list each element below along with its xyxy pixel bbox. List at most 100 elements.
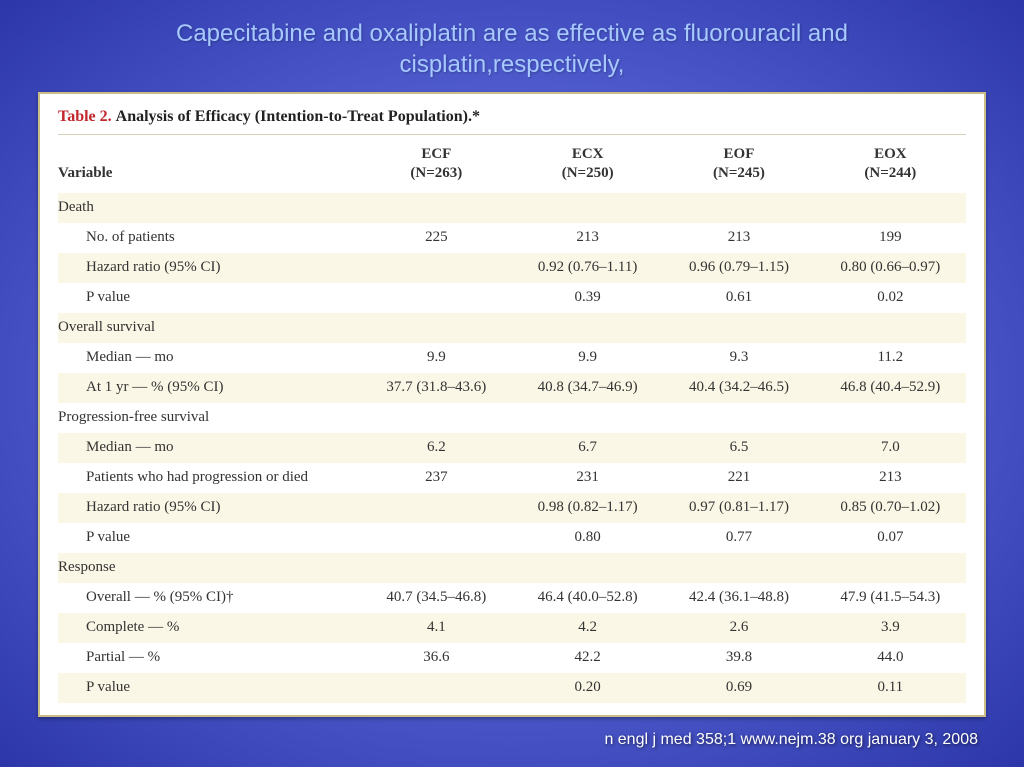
table-body: DeathNo. of patients225213213199Hazard r…: [58, 193, 966, 703]
cell: 7.0: [815, 433, 966, 463]
col-name: EOF: [724, 146, 755, 162]
cell: [361, 673, 512, 703]
cell: 42.4 (36.1–48.8): [663, 583, 814, 613]
table-row: No. of patients225213213199: [58, 223, 966, 253]
col-n: (N=244): [864, 165, 916, 181]
row-label: Median — mo: [58, 343, 361, 373]
cell: 9.9: [512, 343, 663, 373]
cell: [663, 193, 814, 223]
caption-prefix: Table 2.: [58, 108, 112, 125]
cell: 44.0: [815, 643, 966, 673]
cell: [512, 553, 663, 583]
cell: 213: [663, 223, 814, 253]
table-row: Response: [58, 553, 966, 583]
cell: 2.6: [663, 613, 814, 643]
header-col-1: ECX (N=250): [512, 135, 663, 193]
table-row: Death: [58, 193, 966, 223]
cell: 40.8 (34.7–46.9): [512, 373, 663, 403]
cell: 0.97 (0.81–1.17): [663, 493, 814, 523]
table-row: Progression-free survival: [58, 403, 966, 433]
cell: 40.7 (34.5–46.8): [361, 583, 512, 613]
row-label: P value: [58, 283, 361, 313]
table-row: P value0.800.770.07: [58, 523, 966, 553]
table-row: Overall — % (95% CI)†40.7 (34.5–46.8)46.…: [58, 583, 966, 613]
table-row: Median — mo6.26.76.57.0: [58, 433, 966, 463]
row-label: P value: [58, 523, 361, 553]
cell: 47.9 (41.5–54.3): [815, 583, 966, 613]
cell: 0.07: [815, 523, 966, 553]
row-label: P value: [58, 673, 361, 703]
cell: 9.9: [361, 343, 512, 373]
cell: [663, 553, 814, 583]
table-row: Patients who had progression or died2372…: [58, 463, 966, 493]
slide: Capecitabine and oxaliplatin are as effe…: [0, 0, 1024, 767]
row-label: Response: [58, 553, 361, 583]
cell: 0.80: [512, 523, 663, 553]
cell: 36.6: [361, 643, 512, 673]
table-row: Hazard ratio (95% CI) 0.98 (0.82–1.17)0.9…: [58, 493, 966, 523]
table-row: At 1 yr — % (95% CI)37.7 (31.8–43.6)40.8…: [58, 373, 966, 403]
cell: [361, 283, 512, 313]
citation: n engl j med 358;1 www.nejm.38 org janua…: [604, 731, 978, 749]
cell: 213: [815, 463, 966, 493]
cell: [815, 553, 966, 583]
cell: [512, 313, 663, 343]
cell: 237: [361, 463, 512, 493]
row-label: No. of patients: [58, 223, 361, 253]
header-col-2: EOF (N=245): [663, 135, 814, 193]
cell: 0.02: [815, 283, 966, 313]
table-row: Overall survival: [58, 313, 966, 343]
col-name: EOX: [874, 146, 907, 162]
header-variable-label: Variable: [58, 165, 112, 181]
slide-title: Capecitabine and oxaliplatin are as effe…: [62, 18, 962, 80]
col-n: (N=250): [562, 165, 614, 181]
row-label: Partial — %: [58, 643, 361, 673]
table-row: Complete — %4.14.22.63.9: [58, 613, 966, 643]
cell: 42.2: [512, 643, 663, 673]
col-name: ECX: [572, 146, 604, 162]
cell: 4.1: [361, 613, 512, 643]
cell: 39.8: [663, 643, 814, 673]
cell: [815, 193, 966, 223]
row-label: Overall survival: [58, 313, 361, 343]
row-label: Death: [58, 193, 361, 223]
row-label: Overall — % (95% CI)†: [58, 583, 361, 613]
row-label: Median — mo: [58, 433, 361, 463]
cell: [663, 403, 814, 433]
cell: 0.92 (0.76–1.11): [512, 253, 663, 283]
cell: [361, 523, 512, 553]
table-inner: Table 2. Analysis of Efficacy (Intention…: [40, 94, 984, 715]
cell: [361, 553, 512, 583]
cell: [512, 403, 663, 433]
row-label: Hazard ratio (95% CI): [58, 493, 361, 523]
row-label: Hazard ratio (95% CI): [58, 253, 361, 283]
cell: 46.8 (40.4–52.9): [815, 373, 966, 403]
row-label: Complete — %: [58, 613, 361, 643]
cell: [361, 193, 512, 223]
cell: 0.11: [815, 673, 966, 703]
table-head: Variable ECF (N=263) ECX (N=250) EOF (: [58, 135, 966, 193]
table-card: Table 2. Analysis of Efficacy (Intention…: [38, 92, 986, 717]
col-n: (N=263): [410, 165, 462, 181]
cell: 213: [512, 223, 663, 253]
table-row: P value0.200.690.11: [58, 673, 966, 703]
cell: 0.98 (0.82–1.17): [512, 493, 663, 523]
cell: 9.3: [663, 343, 814, 373]
cell: [361, 493, 512, 523]
cell: 0.85 (0.70–1.02): [815, 493, 966, 523]
table-row: Median — mo9.99.99.311.2: [58, 343, 966, 373]
cell: 6.7: [512, 433, 663, 463]
cell: 0.69: [663, 673, 814, 703]
cell: [663, 313, 814, 343]
col-name: ECF: [421, 146, 451, 162]
cell: [361, 403, 512, 433]
table-row: P value0.390.610.02: [58, 283, 966, 313]
cell: 6.5: [663, 433, 814, 463]
cell: 46.4 (40.0–52.8): [512, 583, 663, 613]
cell: 4.2: [512, 613, 663, 643]
cell: 225: [361, 223, 512, 253]
cell: 231: [512, 463, 663, 493]
row-label: At 1 yr — % (95% CI): [58, 373, 361, 403]
cell: 6.2: [361, 433, 512, 463]
cell: [815, 313, 966, 343]
